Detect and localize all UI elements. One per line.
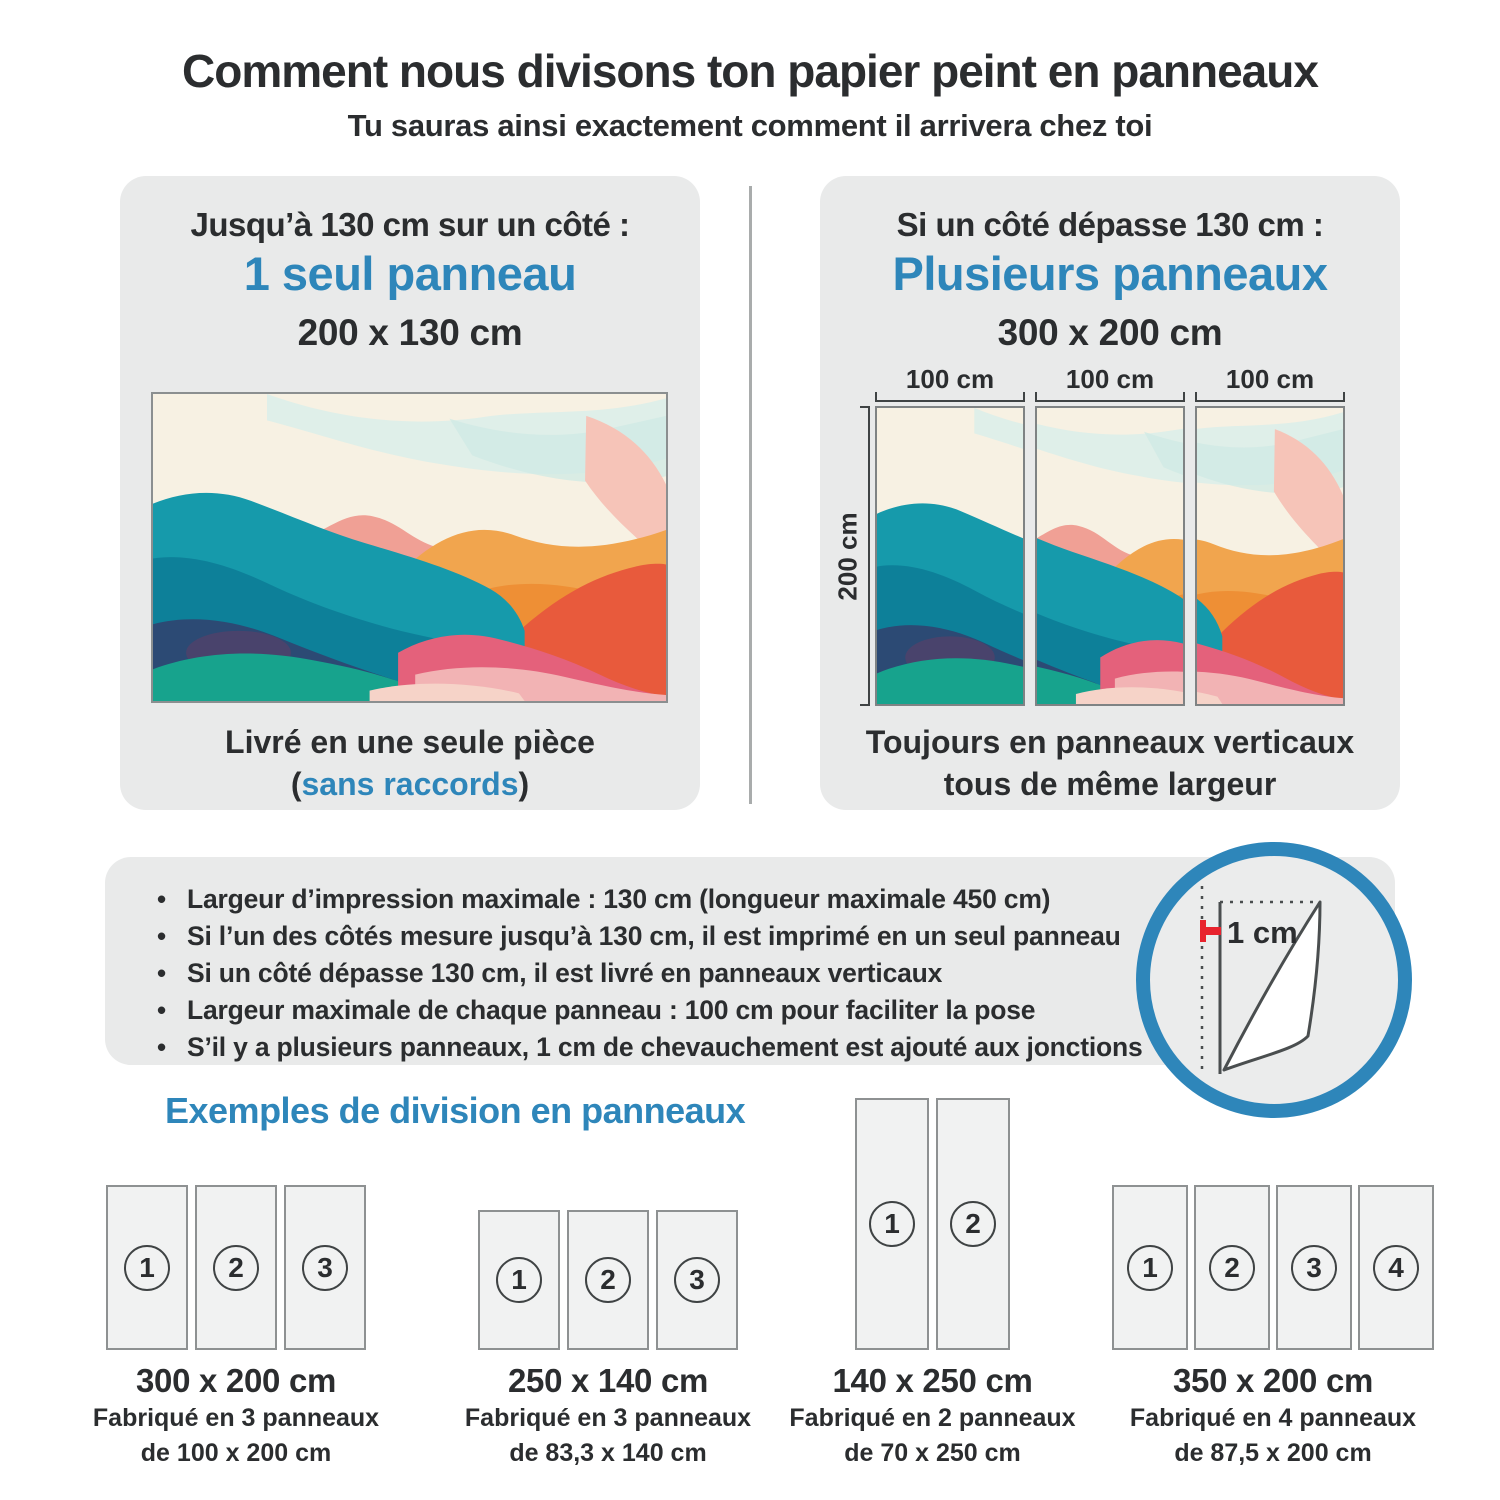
width-dimension-label-3: 100 cm xyxy=(1225,364,1315,394)
example-size: 350 x 200 cm xyxy=(1172,1362,1374,1399)
panel: 1 xyxy=(478,1210,560,1350)
examples-heading: Exemples de division en panneaux xyxy=(165,1090,746,1131)
example-caption-line2: de 83,3 x 140 cm xyxy=(509,1439,707,1467)
wallpaper-panel-1 xyxy=(875,406,1025,706)
example-size: 250 x 140 cm xyxy=(507,1362,709,1399)
example-caption-line2: de 100 x 200 cm xyxy=(140,1439,332,1467)
example-panels: 1 2 3 xyxy=(478,1210,738,1350)
info-bullet-3: Si un côté dépasse 130 cm, il est livré … xyxy=(153,955,1395,992)
width-dimension-line-2 xyxy=(1035,392,1185,402)
single-panel-caption-note: (sans raccords) xyxy=(120,766,700,803)
overlap-badge: 1 cm xyxy=(1136,842,1412,1118)
panel: 1 xyxy=(1112,1185,1188,1350)
info-bullet-1: Largeur d’impression maximale : 130 cm (… xyxy=(153,881,1395,918)
height-dimension-line xyxy=(860,406,870,706)
example-caption-line1: Fabriqué en 3 panneaux xyxy=(464,1404,752,1432)
width-dimension-line-3 xyxy=(1195,392,1345,402)
paren-close: ) xyxy=(518,766,530,802)
no-seams-label: sans raccords xyxy=(301,766,519,802)
wallpaper-corner-overlap-icon: 1 cm xyxy=(1200,886,1322,1074)
info-bullet-4: Largeur maximale de chaque panneau : 100… xyxy=(153,992,1395,1029)
single-panel-headline: 1 seul panneau xyxy=(243,247,577,300)
panel: 2 xyxy=(567,1210,649,1350)
single-panel-caption: Livré en une seule pièce xyxy=(225,724,595,760)
example-250x140: 1 2 3 250 x 140 cm Fabriqué en 3 panneau… xyxy=(465,1210,751,1467)
panel: 1 xyxy=(855,1098,929,1350)
example-350x200: 1 2 3 4 350 x 200 cm Fabriqué en 4 panne… xyxy=(1112,1185,1434,1467)
example-300x200: 1 2 3 300 x 200 cm Fabriqué en 3 panneau… xyxy=(93,1185,379,1467)
multi-panel-card: Si un côté dépasse 130 cm : Plusieurs pa… xyxy=(820,176,1400,810)
example-panels: 1 2 3 xyxy=(106,1185,366,1350)
info-bullet-list: Largeur d’impression maximale : 130 cm (… xyxy=(105,857,1395,1066)
single-panel-card: Jusqu’à 130 cm sur un côté : 1 seul pann… xyxy=(120,176,700,810)
single-panel-size: 200 x 130 cm xyxy=(297,312,523,353)
example-caption-line1: Fabriqué en 2 panneaux xyxy=(789,1404,1076,1432)
panel-number: 2 xyxy=(950,1201,996,1247)
wallpaper-artwork-single xyxy=(151,392,668,703)
panel-number: 4 xyxy=(1373,1244,1419,1291)
panel-number: 2 xyxy=(585,1257,631,1303)
height-dimension-label: 200 cm xyxy=(832,512,863,601)
panel: 2 xyxy=(195,1185,277,1350)
panel-number: 3 xyxy=(302,1244,348,1291)
panel: 4 xyxy=(1358,1185,1434,1350)
example-size: 140 x 250 cm xyxy=(832,1362,1033,1399)
width-dimension-label-2: 100 cm xyxy=(1065,364,1155,394)
panel: 2 xyxy=(936,1098,1010,1350)
panel-number: 1 xyxy=(869,1201,915,1247)
panel: 3 xyxy=(284,1185,366,1350)
panel-number: 1 xyxy=(496,1257,542,1303)
page-subtitle: Tu sauras ainsi exactement comment il ar… xyxy=(347,108,1153,143)
example-140x250: 1 2 140 x 250 cm Fabriqué en 2 panneaux … xyxy=(789,1098,1076,1467)
example-caption-line2: de 70 x 250 cm xyxy=(844,1439,1021,1467)
example-panels: 1 2 3 4 xyxy=(1112,1185,1434,1350)
example-panels: 1 2 xyxy=(855,1098,1010,1350)
page-title: Comment nous divisons ton papier peint e… xyxy=(182,45,1319,97)
example-caption-line1: Fabriqué en 4 panneaux xyxy=(1129,1404,1417,1432)
width-dimension-line-1 xyxy=(875,392,1025,402)
paren-open: ( xyxy=(290,766,302,802)
example-caption-line2: de 87,5 x 200 cm xyxy=(1174,1439,1372,1467)
multi-panel-condition: Si un côté dépasse 130 cm : xyxy=(896,206,1324,243)
panel: 2 xyxy=(1194,1185,1270,1350)
overlap-measure-label: 1 cm xyxy=(1227,915,1298,950)
panel: 3 xyxy=(1276,1185,1352,1350)
panel-number: 1 xyxy=(1127,1244,1173,1291)
wallpaper-panel-3 xyxy=(1195,406,1345,706)
multi-panel-headline: Plusieurs panneaux xyxy=(892,247,1328,300)
multi-panel-caption-line1: Toujours en panneaux verticaux xyxy=(865,724,1355,760)
vertical-divider xyxy=(749,186,752,804)
info-bullet-5: S’il y a plusieurs panneaux, 1 cm de che… xyxy=(153,1029,1395,1066)
width-dimension-label-1: 100 cm xyxy=(905,364,995,394)
panel-number: 3 xyxy=(1291,1244,1337,1291)
panel: 1 xyxy=(106,1185,188,1350)
single-panel-condition: Jusqu’à 130 cm sur un côté : xyxy=(190,206,630,243)
panel-number: 2 xyxy=(213,1244,259,1291)
panel: 3 xyxy=(656,1210,738,1350)
panel-number: 2 xyxy=(1209,1244,1255,1291)
wallpaper-panel-2 xyxy=(1035,406,1185,706)
example-size: 300 x 200 cm xyxy=(135,1362,337,1399)
panel-number: 1 xyxy=(124,1244,170,1291)
multi-panel-size: 300 x 200 cm xyxy=(997,312,1223,353)
info-bullet-2: Si l’un des côtés mesure jusqu’à 130 cm,… xyxy=(153,918,1395,955)
panel-number: 3 xyxy=(674,1257,720,1303)
example-caption-line1: Fabriqué en 3 panneaux xyxy=(92,1404,380,1432)
multi-panel-caption-line2: tous de même largeur xyxy=(943,766,1277,802)
